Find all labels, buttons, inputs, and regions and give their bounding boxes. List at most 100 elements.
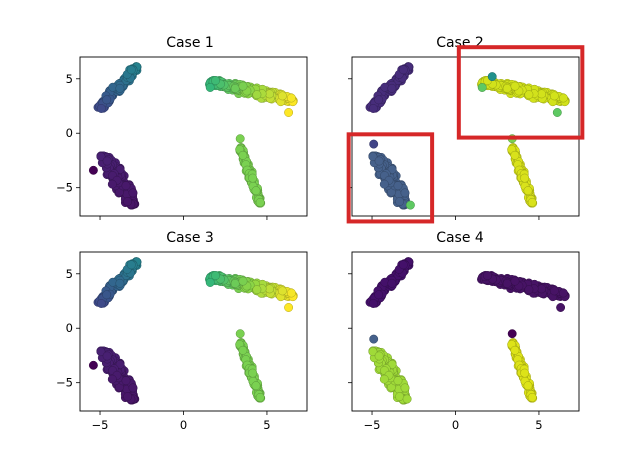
scatter-point-outlier: [284, 303, 294, 312]
scatter-point-outlier: [507, 329, 517, 339]
panel-case-1: Case 1 −5 0 5: [56, 35, 308, 220]
scatter-point-outlier: [487, 72, 497, 82]
scatter-point: [510, 81, 520, 91]
scatter-point: [558, 288, 568, 298]
x-tick-label: 5: [263, 418, 270, 432]
scatter-point: [395, 197, 405, 207]
scatter-point: [549, 286, 559, 296]
scatter-point: [121, 376, 131, 386]
scatter-point: [128, 188, 138, 198]
scatter-point: [211, 76, 220, 86]
scatter-point: [368, 152, 378, 162]
scatter-point: [255, 392, 265, 402]
panel-case-4: Case 4 −5 0 5: [348, 230, 580, 432]
y-tick-label: 0: [66, 126, 73, 140]
scatter-point: [395, 392, 405, 402]
scatter-point: [102, 351, 112, 361]
scatter-point: [251, 381, 261, 391]
scatter-point: [102, 156, 112, 166]
scatter-point: [252, 285, 262, 295]
scatter-point-outlier: [477, 83, 487, 92]
scatter-point-outlier: [235, 329, 245, 339]
scatter-point: [558, 93, 568, 103]
scatter-point: [523, 186, 533, 196]
scatter-point: [374, 95, 384, 105]
scatter-point: [374, 290, 384, 300]
scatter-point: [126, 260, 136, 270]
scatter-point-outlier: [205, 83, 215, 92]
scatter-point: [277, 91, 287, 101]
scatter-point: [483, 271, 492, 281]
scatter-point-outlier: [556, 303, 566, 312]
axes-frame-case-4: [351, 251, 580, 412]
scatter-point-outlier: [369, 334, 379, 344]
scatter-point: [238, 345, 248, 355]
scatter-point: [398, 65, 408, 75]
scatter-point: [121, 181, 131, 191]
scatter-point: [393, 376, 403, 386]
x-tick-label: −5: [364, 418, 381, 432]
scatter-point: [265, 284, 275, 294]
scatter-point: [102, 290, 112, 300]
scatter-point: [230, 279, 240, 288]
scatter-point-outlier: [88, 165, 98, 175]
scatter-point-outlier: [88, 360, 98, 370]
scatter-point-outlier: [284, 108, 294, 117]
y-tick-label: −5: [56, 181, 73, 195]
scatter-point: [368, 104, 378, 113]
scatter-point: [123, 392, 133, 402]
scatter-point: [123, 197, 133, 207]
panel-title-case-4: Case 4: [436, 230, 484, 246]
scatter-point-outlier: [405, 200, 415, 210]
scatter-point: [510, 276, 520, 286]
scatter-point: [126, 65, 136, 75]
scatter-point: [107, 374, 117, 384]
y-tick-label: 0: [66, 321, 73, 335]
axes-frame-case-3: [79, 251, 308, 412]
scatter-point: [537, 89, 547, 99]
scatter-point-outlier: [402, 394, 412, 404]
scatter-point: [238, 276, 248, 286]
scatter-point: [393, 181, 403, 191]
scatter-point: [510, 150, 520, 160]
scatter-point: [115, 278, 125, 288]
scatter-point: [96, 104, 106, 113]
scatter-point: [387, 278, 397, 288]
y-tick-label: 5: [66, 72, 73, 86]
scatter-point: [524, 285, 534, 295]
scatter-point: [523, 381, 533, 391]
scatter-point: [286, 288, 296, 298]
scatter-points-case-3: [88, 257, 298, 405]
scatter-point: [238, 81, 248, 91]
scatter-points-case-2: [365, 62, 570, 210]
scatter-point: [400, 383, 410, 393]
scatter-point: [368, 299, 378, 308]
y-tick-label: −5: [56, 376, 73, 390]
scatter-point: [107, 179, 117, 189]
panel-title-case-1: Case 1: [166, 35, 214, 51]
scatter-point: [96, 299, 106, 308]
scatter-point: [115, 83, 125, 93]
ticks-case-1: −5 0 5: [56, 72, 268, 220]
scatter-point: [400, 188, 410, 198]
scatter-point: [510, 345, 520, 355]
scatter-point: [102, 95, 112, 105]
scatter-point: [527, 197, 537, 207]
scatter-point: [251, 186, 261, 196]
scatter-point: [537, 284, 547, 294]
panel-case-2: Case 2: [346, 35, 585, 224]
highlight-boxes-case-2: [346, 45, 585, 224]
scatter-point: [211, 271, 220, 281]
scatter-point: [277, 286, 287, 296]
scatter-point: [520, 173, 530, 183]
scatter-point: [524, 90, 534, 100]
x-tick-label: 0: [452, 418, 459, 432]
scatter-point: [255, 197, 265, 207]
scatter-point-outlier: [205, 278, 215, 287]
scatter-point: [527, 392, 537, 402]
scatter-point: [520, 368, 530, 378]
scatter-point: [379, 374, 389, 384]
scatter-point-outlier: [552, 108, 562, 117]
scatter-point: [248, 368, 258, 378]
